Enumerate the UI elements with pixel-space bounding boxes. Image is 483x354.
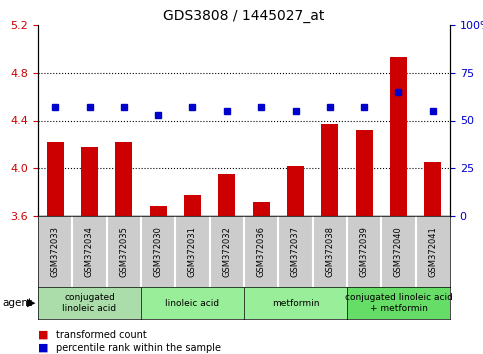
Text: GSM372035: GSM372035	[119, 226, 128, 277]
Text: conjugated
linoleic acid: conjugated linoleic acid	[62, 293, 116, 313]
Text: ■: ■	[38, 330, 48, 339]
Bar	[424, 162, 441, 216]
Text: agent: agent	[2, 298, 32, 308]
Text: GSM372033: GSM372033	[51, 226, 60, 277]
Text: GSM372030: GSM372030	[154, 226, 163, 277]
Text: ▶: ▶	[27, 298, 35, 308]
Bar	[287, 166, 304, 216]
Text: metformin: metformin	[272, 298, 319, 308]
Text: GSM372041: GSM372041	[428, 226, 437, 277]
Text: GSM372040: GSM372040	[394, 226, 403, 277]
Text: GSM372039: GSM372039	[360, 226, 369, 277]
Text: percentile rank within the sample: percentile rank within the sample	[57, 343, 221, 353]
Bar	[81, 147, 98, 216]
Bar	[115, 142, 132, 216]
Text: GSM372034: GSM372034	[85, 226, 94, 277]
Title: GDS3808 / 1445027_at: GDS3808 / 1445027_at	[163, 8, 325, 23]
Text: GSM372038: GSM372038	[326, 226, 334, 277]
Text: GSM372031: GSM372031	[188, 226, 197, 277]
Text: conjugated linoleic acid
+ metformin: conjugated linoleic acid + metformin	[344, 293, 453, 313]
Bar	[218, 174, 235, 216]
Bar	[150, 206, 167, 216]
Text: GSM372037: GSM372037	[291, 226, 300, 277]
Bar	[253, 202, 270, 216]
Text: ■: ■	[38, 343, 48, 353]
Bar	[355, 130, 373, 216]
Bar	[46, 142, 64, 216]
Bar	[390, 57, 407, 216]
Text: transformed count: transformed count	[57, 330, 147, 339]
Text: GSM372036: GSM372036	[256, 226, 266, 277]
Bar	[184, 194, 201, 216]
Bar	[321, 124, 339, 216]
Text: GSM372032: GSM372032	[222, 226, 231, 277]
Text: linoleic acid: linoleic acid	[166, 298, 220, 308]
